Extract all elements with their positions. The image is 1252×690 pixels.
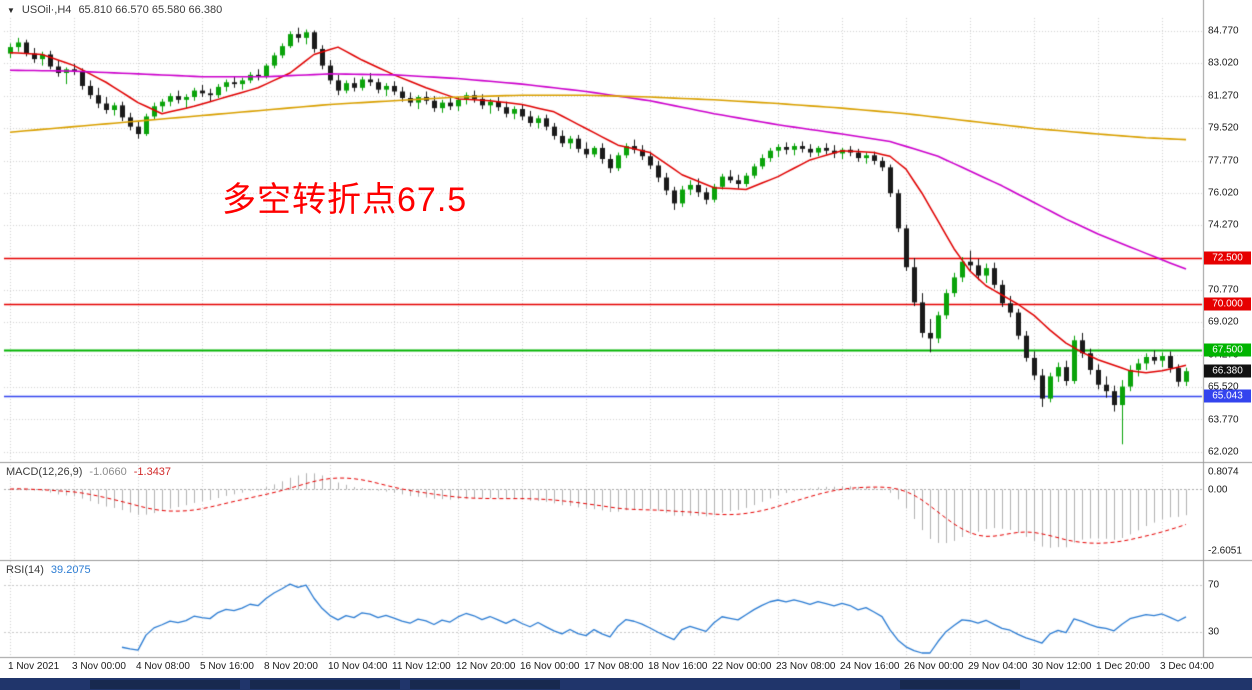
macd-indicator-label: MACD(12,26,9) -1.0660 -1.3437	[6, 466, 171, 478]
taskbar-segment[interactable]	[250, 680, 400, 689]
chart-annotation-text: 多空转折点67.5	[222, 181, 468, 219]
chevron-down-icon[interactable]: ▼	[7, 5, 15, 15]
taskbar-segment[interactable]	[90, 680, 240, 689]
taskbar-strip[interactable]	[0, 678, 1252, 690]
rsi-indicator-label: RSI(14) 39.2075	[6, 564, 91, 576]
rsi-name: RSI(14)	[6, 564, 44, 576]
chart-symbol-period: USOil·,H4	[21, 4, 72, 16]
macd-signal-value: -1.3437	[133, 466, 172, 478]
macd-name: MACD(12,26,9)	[6, 466, 83, 478]
macd-main-value: -1.0660	[89, 466, 127, 478]
taskbar-segment[interactable]	[900, 680, 1020, 689]
taskbar-segment[interactable]	[410, 680, 560, 689]
chart-title: ▼ USOil·,H4 65.810 66.570 65.580 66.380	[7, 4, 222, 16]
rsi-value: 39.2075	[50, 564, 91, 576]
chart-ohlc-readout: 65.810 66.570 65.580 66.380	[78, 4, 223, 16]
